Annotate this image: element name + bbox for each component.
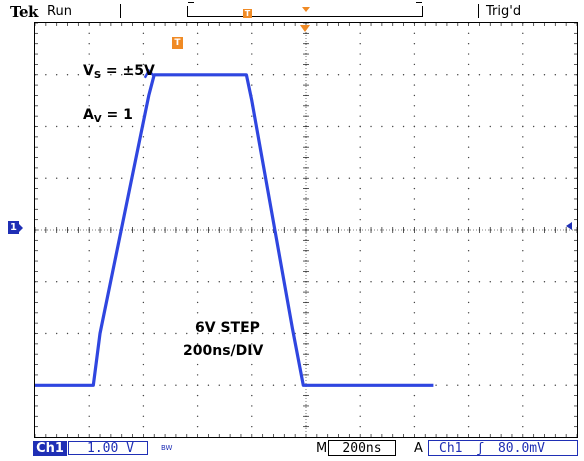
top-status-bar: Tek Run T Trig'd [0,0,584,22]
timebase-note: 200ns/DIV [183,343,264,359]
trigger-level: 80.0mV [497,441,545,456]
status-footer: Ch1 1.00 V BW M 200ns A Ch1 ʃ 80.0mV [0,440,584,461]
graticule [35,23,577,437]
supply-voltage-label: VS = ±5V [83,63,155,81]
divider [478,4,479,18]
acquisition-status: Run [47,4,72,19]
trigger-level-arrow-icon [566,222,572,230]
gain-label: AV = 1 [83,107,133,125]
channel-1-button[interactable]: Ch1 [33,441,67,456]
trigger-status: Trig'd [486,4,522,19]
brand-label: Tek [10,3,38,21]
scope-display: VS = ±5V AV = 1 6V STEP 200ns/DIV [34,22,578,438]
trigger-time-marker: T [172,37,183,49]
timebase-readout: 200ns [328,440,396,456]
channel-1-ground-marker[interactable]: 1 [8,221,23,234]
record-view-bar [187,2,423,17]
view-position-arrow-icon [302,7,310,12]
rising-edge-icon: ʃ [476,441,485,456]
trigger-mode-label: A [414,441,423,456]
trigger-point-arrow-icon [300,25,310,32]
divider [120,4,121,18]
trigger-source: Ch1 [439,441,463,456]
step-label: 6V STEP [195,320,260,336]
volts-per-div-readout: 1.00 V [68,441,148,456]
bandwidth-limit-icon: BW [161,444,173,452]
main-timebase-label: M [316,441,328,456]
trigger-readout: Ch1 ʃ 80.0mV [428,440,578,456]
trigger-position-marker: T [243,9,252,18]
overshoot-blip [143,68,156,79]
